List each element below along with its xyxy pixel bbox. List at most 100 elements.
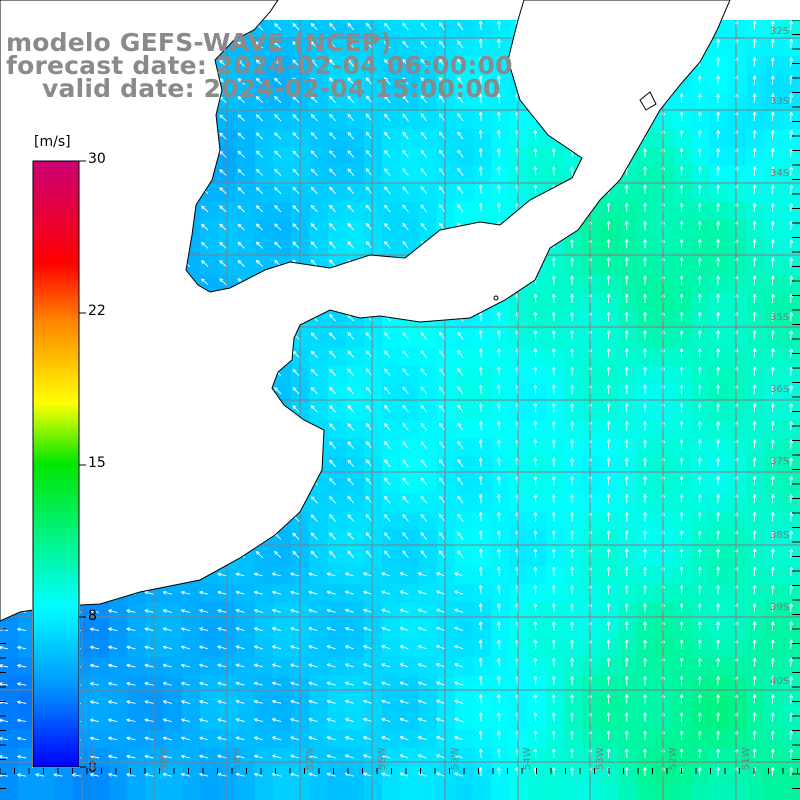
- wind-cell: [509, 129, 529, 148]
- wind-cell: [709, 347, 729, 367]
- wind-cell: [618, 602, 638, 622]
- wind-cell: [291, 602, 310, 622]
- wind-cell: [546, 365, 565, 385]
- wind-cell: [345, 402, 365, 421]
- wind-cell: [455, 766, 474, 785]
- wind-cell: [509, 456, 529, 476]
- wind-cell: [127, 638, 147, 658]
- wind-cell: [400, 220, 420, 239]
- wind-cell: [600, 311, 620, 330]
- wind-cell: [691, 620, 711, 640]
- wind-cell: [491, 657, 511, 676]
- wind-cell: [473, 183, 492, 203]
- wind-cell: [600, 566, 620, 585]
- wind-cell: [600, 238, 620, 258]
- wind-cell: [436, 38, 456, 57]
- wind-cell: [418, 347, 438, 367]
- wind-cell: [509, 675, 529, 694]
- wind-cell: [728, 147, 747, 167]
- wind-cell: [637, 274, 656, 294]
- wind-cell: [491, 147, 511, 167]
- wind-cell: [764, 220, 784, 239]
- wind-cell: [764, 274, 784, 294]
- wind-cell: [182, 693, 201, 713]
- wind-cell: [473, 566, 492, 585]
- wind-cell: [655, 493, 674, 512]
- wind-cell: [655, 329, 674, 349]
- wind-cell: [436, 92, 456, 112]
- wind-cell: [546, 638, 565, 658]
- wind-cell: [764, 420, 784, 440]
- wind-cell: [618, 475, 638, 494]
- wind-cell: [400, 529, 420, 549]
- wind-cell: [400, 183, 420, 203]
- wind-cell: [200, 693, 219, 713]
- wind-cell: [637, 547, 656, 567]
- wind-cell: [254, 129, 274, 148]
- wind-arrow: [329, 22, 336, 31]
- wind-cell: [418, 729, 438, 749]
- wind-cell: [418, 129, 438, 148]
- wind-cell: [673, 620, 693, 640]
- wind-cell: [527, 347, 547, 367]
- wind-arrow: [457, 22, 464, 31]
- wind-cell: [564, 329, 583, 349]
- wind-cell: [600, 274, 620, 294]
- wind-cell: [309, 402, 329, 421]
- wind-cell: [273, 657, 292, 676]
- wind-cell: [436, 456, 456, 476]
- wind-cell: [582, 729, 602, 749]
- wind-cell: [655, 584, 674, 603]
- wind-cell: [618, 274, 638, 294]
- wind-cell: [782, 729, 800, 749]
- wind-cell: [400, 620, 420, 640]
- wind-cell: [382, 547, 401, 567]
- wind-cell: [655, 274, 674, 294]
- wind-cell: [782, 766, 800, 785]
- wind-arrow: [292, 59, 300, 67]
- wind-cell: [709, 293, 729, 312]
- wind-cell: [728, 365, 747, 385]
- wind-cell: [327, 220, 347, 239]
- wind-cell: [782, 493, 800, 512]
- wind-cell: [691, 475, 711, 494]
- wind-cell: [418, 547, 438, 567]
- wind-cell: [473, 547, 492, 567]
- wind-cell: [709, 729, 729, 749]
- wind-cell: [218, 183, 238, 203]
- wind-cell: [546, 420, 565, 440]
- wind-cell: [327, 475, 347, 494]
- wind-cell: [655, 729, 674, 749]
- wind-cell: [746, 475, 765, 494]
- wind-cell: [600, 220, 620, 239]
- wind-cell: [436, 784, 456, 800]
- wind-cell: [637, 311, 656, 330]
- wind-cell: [382, 165, 401, 185]
- wind-cell: [764, 293, 784, 312]
- wind-cell: [382, 638, 401, 658]
- wind-cell: [236, 766, 256, 785]
- wind-cell: [746, 56, 765, 76]
- wind-cell: [200, 602, 219, 622]
- wind-cell: [546, 311, 565, 330]
- wind-cell: [436, 329, 456, 349]
- wind-cell: [327, 438, 347, 458]
- wind-cell: [327, 547, 347, 567]
- wind-cell: [782, 56, 800, 76]
- wind-cell: [0, 693, 19, 713]
- wind-cell: [728, 38, 747, 57]
- wind-cell: [254, 675, 274, 694]
- wind-cell: [473, 657, 492, 676]
- wind-cell: [436, 202, 456, 221]
- wind-cell: [782, 293, 800, 312]
- wind-cell: [91, 693, 110, 713]
- wind-cell: [200, 729, 219, 749]
- wind-cell: [600, 693, 620, 713]
- wind-cell: [546, 711, 565, 731]
- wind-cell: [600, 456, 620, 476]
- wind-arrow: [497, 38, 501, 49]
- wind-cell: [364, 711, 383, 731]
- wind-cell: [637, 584, 656, 603]
- wind-cell: [491, 475, 511, 494]
- wind-cell: [746, 420, 765, 440]
